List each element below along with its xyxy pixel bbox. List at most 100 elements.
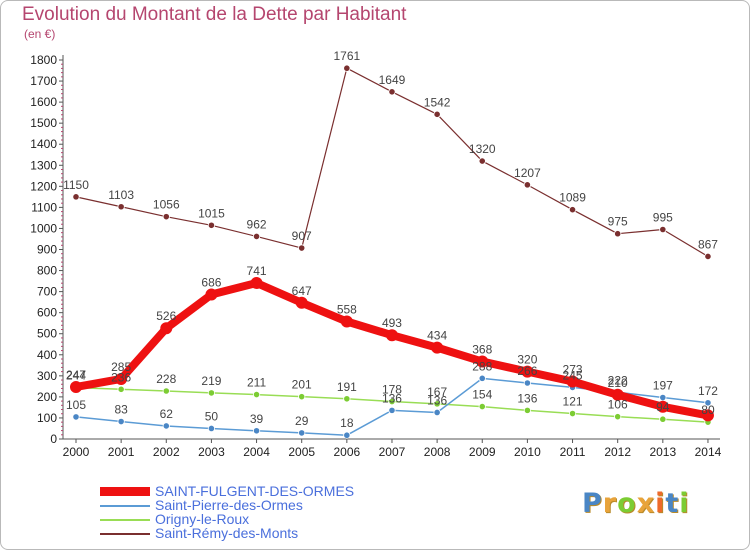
data-label: 320 <box>517 353 537 367</box>
data-label: 647 <box>292 284 312 298</box>
x-tick-label: 2010 <box>514 445 541 459</box>
y-tick-label: 1400 <box>30 137 57 151</box>
data-point <box>704 252 712 261</box>
data-point <box>521 365 534 378</box>
data-label: 1542 <box>424 95 451 109</box>
y-tick-label: 1300 <box>30 158 57 172</box>
data-label: 1320 <box>469 142 496 156</box>
data-point <box>433 400 441 408</box>
data-point <box>431 341 444 354</box>
x-tick-label: 2001 <box>108 445 135 459</box>
data-label: 62 <box>160 407 174 421</box>
data-point <box>162 213 170 221</box>
data-label: 211 <box>247 376 266 390</box>
data-point <box>162 422 170 430</box>
data-label: 962 <box>247 217 267 231</box>
data-point <box>295 296 308 309</box>
data-point <box>701 409 714 422</box>
data-point <box>252 390 261 399</box>
data-point <box>566 375 579 388</box>
data-point <box>659 415 667 423</box>
y-tick-label: 1200 <box>30 179 57 193</box>
data-point <box>252 232 261 241</box>
legend-label: SAINT-FULGENT-DES-ORMES <box>155 483 355 499</box>
data-point <box>207 424 216 433</box>
data-point <box>340 315 353 328</box>
data-label: 154 <box>472 388 492 402</box>
data-point <box>117 203 125 211</box>
data-label: 285 <box>111 360 131 374</box>
data-label: 210 <box>608 376 628 390</box>
data-point <box>72 193 80 201</box>
y-tick-label: 800 <box>37 264 57 278</box>
y-tick-label: 1800 <box>30 53 57 67</box>
data-label: 228 <box>156 372 176 386</box>
data-label: 493 <box>382 316 402 330</box>
data-label: 686 <box>201 276 221 290</box>
data-label: 172 <box>698 384 718 398</box>
y-tick-label: 400 <box>37 348 57 362</box>
data-label: 368 <box>472 343 492 357</box>
data-label: 197 <box>653 379 673 393</box>
x-tick-label: 2000 <box>63 445 90 459</box>
data-point <box>611 388 624 401</box>
y-tick-label: 0 <box>50 432 57 446</box>
data-point <box>207 221 216 229</box>
data-label: 1015 <box>198 206 225 220</box>
x-tick-label: 2004 <box>243 445 270 459</box>
data-label: 266 <box>517 364 537 378</box>
y-tick-label: 900 <box>37 243 57 257</box>
data-label: 136 <box>427 393 447 407</box>
data-label: 201 <box>292 378 312 392</box>
x-tick-label: 2011 <box>560 445 586 459</box>
data-point <box>656 400 669 413</box>
data-point <box>343 431 351 439</box>
data-label: 29 <box>295 414 309 428</box>
data-point <box>433 110 441 118</box>
data-point <box>478 374 486 382</box>
proxiti-logo: Proxiti <box>582 488 690 519</box>
data-point <box>433 408 441 417</box>
y-tick-label: 200 <box>37 390 57 404</box>
x-tick-label: 2008 <box>424 445 451 459</box>
y-tick-label: 300 <box>37 369 57 383</box>
data-label: 191 <box>337 380 357 394</box>
y-tick-label: 100 <box>37 411 57 425</box>
data-label: 867 <box>698 237 718 251</box>
data-label: 83 <box>114 403 128 417</box>
legend-swatch <box>100 533 150 535</box>
y-tick-label: 1000 <box>30 221 57 235</box>
data-point <box>298 429 306 437</box>
data-point <box>117 417 125 426</box>
legend-swatch <box>100 505 150 507</box>
data-label: 434 <box>427 329 447 343</box>
data-label: 80 <box>701 403 715 417</box>
data-point <box>298 393 306 401</box>
data-point <box>478 157 486 165</box>
data-label: 1649 <box>379 73 406 87</box>
data-label: 273 <box>563 363 583 377</box>
data-label: 106 <box>608 398 628 412</box>
chart-unit-label: (en €) <box>24 27 56 41</box>
data-label: 105 <box>66 398 86 412</box>
data-label: 178 <box>382 383 402 397</box>
x-tick-label: 2013 <box>649 445 676 459</box>
data-point <box>162 387 170 395</box>
data-point <box>115 372 128 385</box>
data-point <box>207 389 216 397</box>
data-label: 1207 <box>514 166 541 180</box>
data-label: 18 <box>340 416 354 430</box>
x-tick-label: 2014 <box>695 445 722 459</box>
data-point <box>117 385 125 393</box>
data-label: 741 <box>247 264 267 278</box>
legend-swatch <box>100 519 150 521</box>
data-label: 1089 <box>559 191 586 205</box>
data-point <box>614 413 622 421</box>
data-point <box>70 380 82 393</box>
data-label: 245 <box>563 368 583 382</box>
data-point <box>659 225 667 234</box>
data-label: 39 <box>250 412 264 426</box>
x-tick-label: 2012 <box>604 445 631 459</box>
